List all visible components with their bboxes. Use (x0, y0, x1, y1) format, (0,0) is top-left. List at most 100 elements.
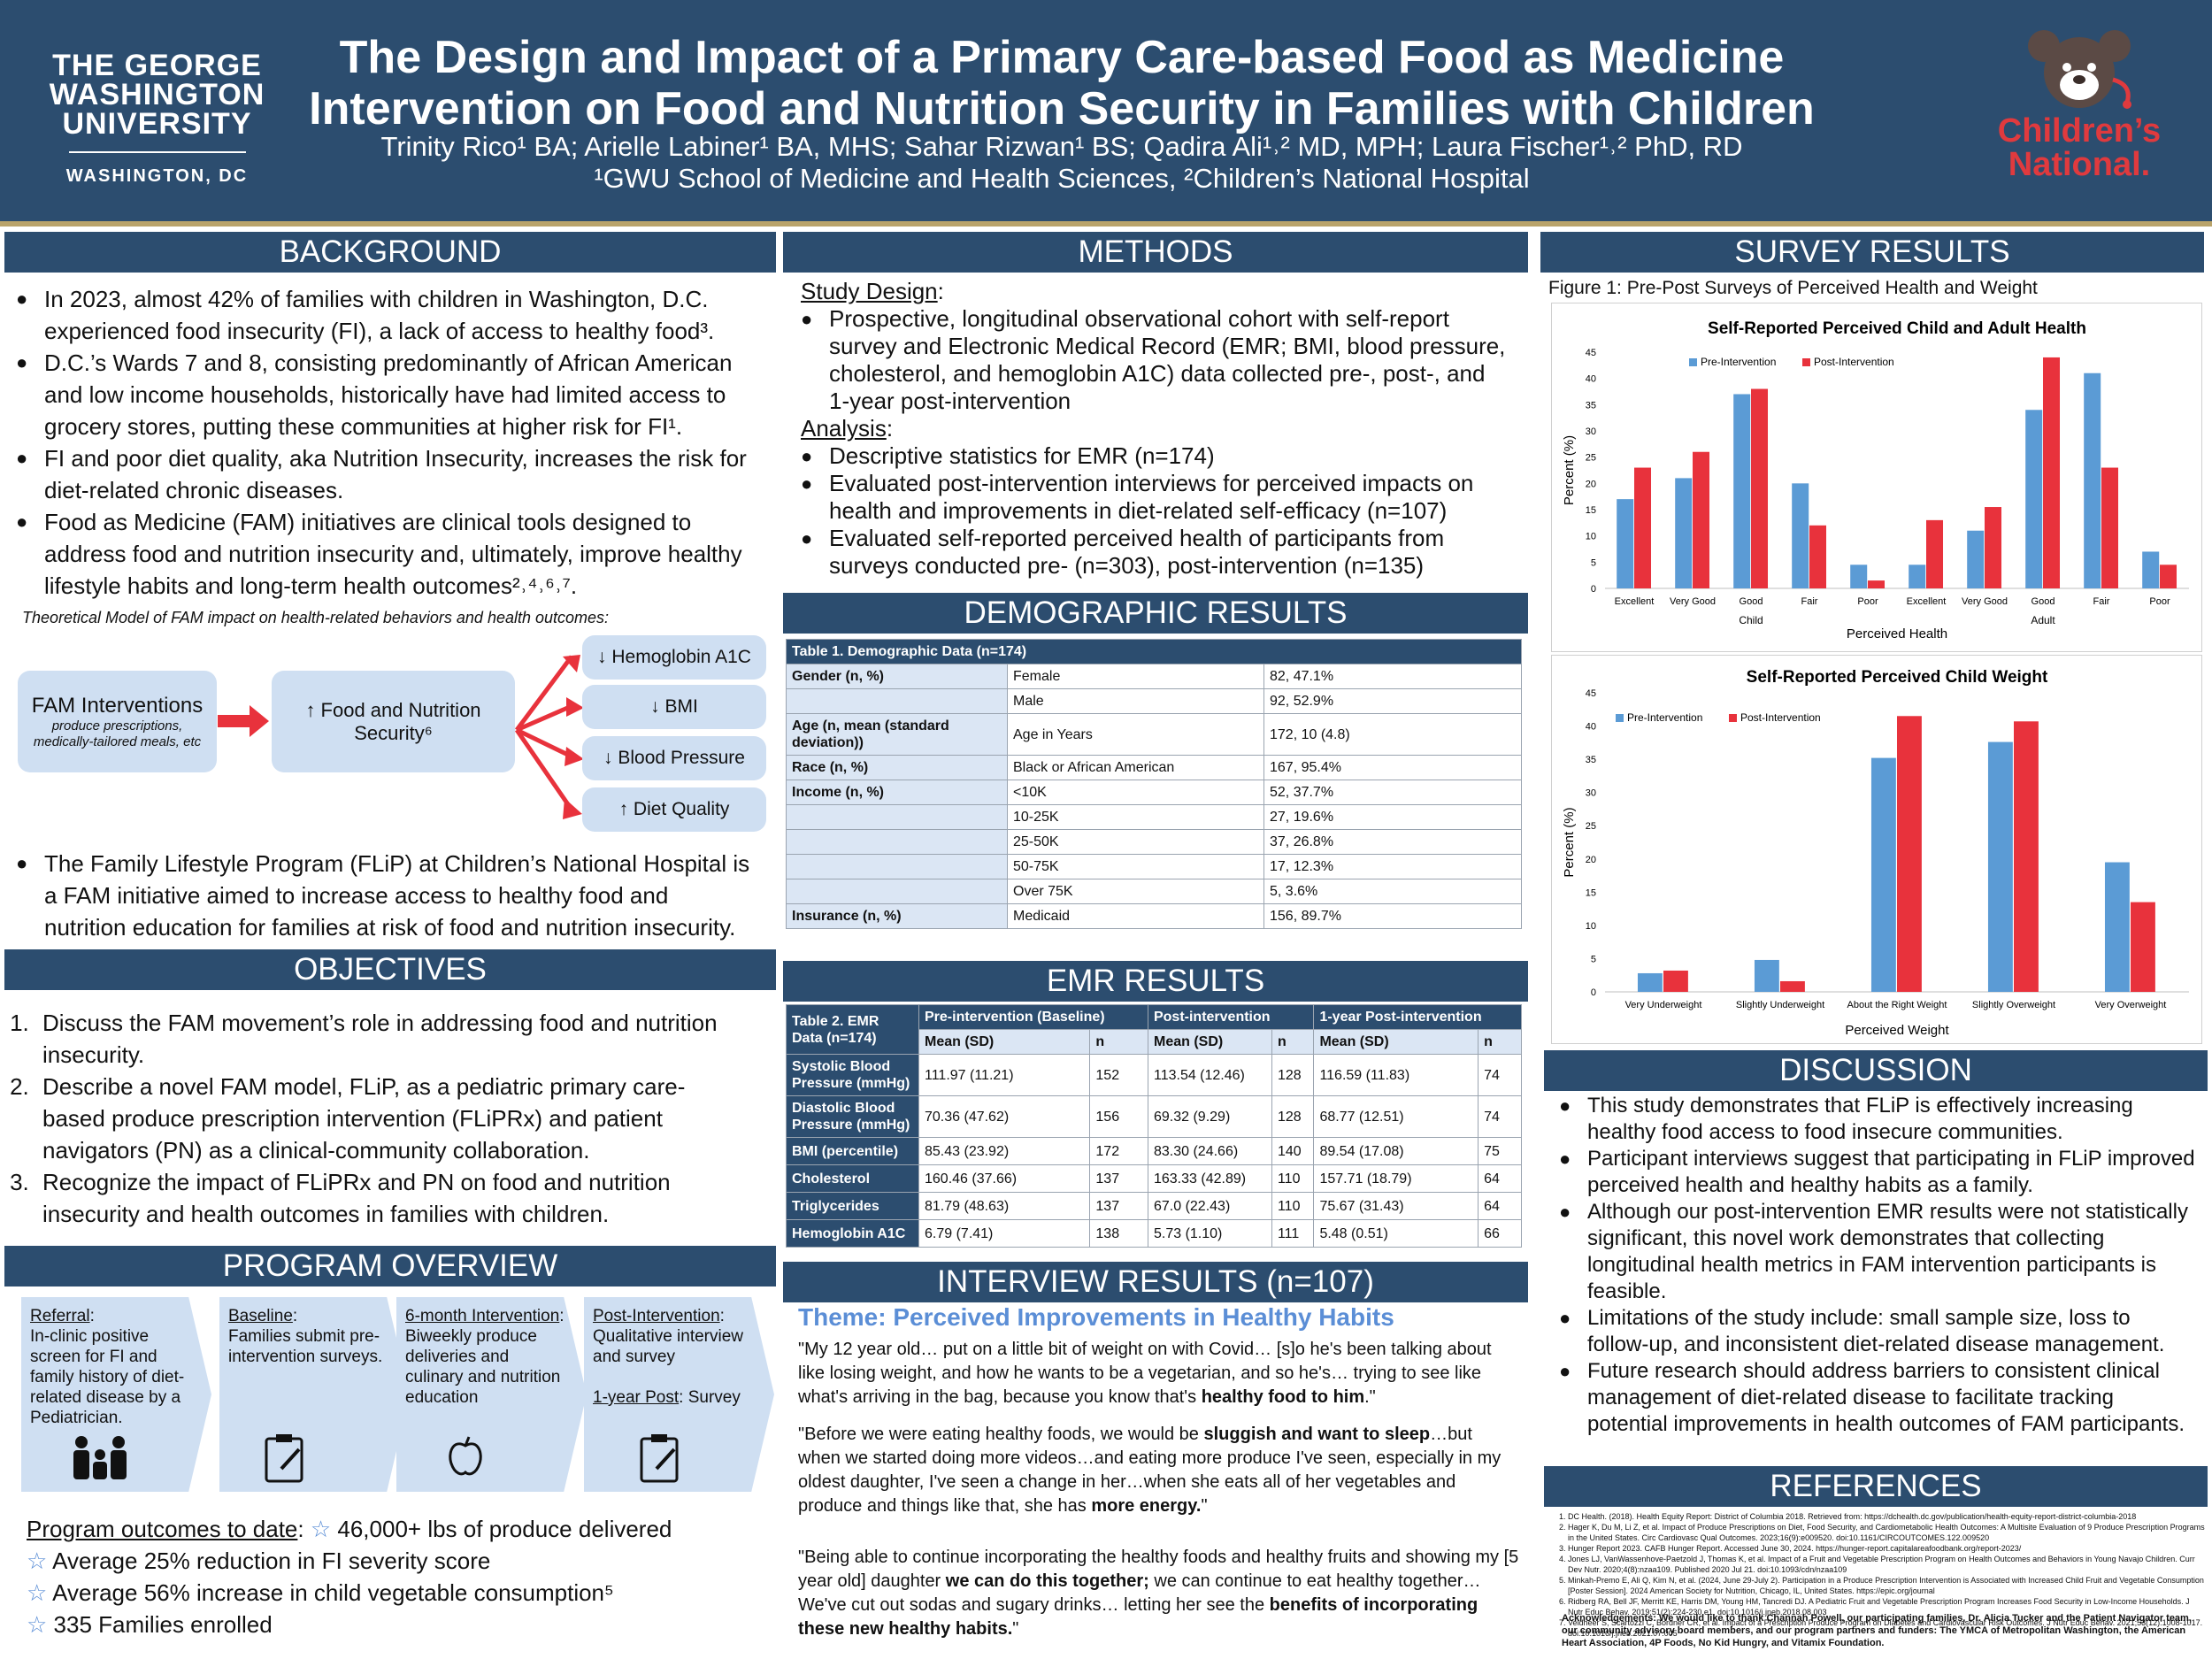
table-subheader: n (1089, 1029, 1148, 1055)
table-cell: Age in Years (1007, 713, 1264, 756)
table-cell: 10-25K (1007, 804, 1264, 830)
x-tick-label: Poor (2149, 596, 2170, 607)
y-tick-label: 5 (1591, 954, 1596, 964)
apple-icon (449, 1436, 482, 1476)
list-item: Discuss the FAM movement’s role in addre… (35, 1007, 726, 1071)
chart-bar (2142, 551, 2160, 588)
table-cell: 6.79 (7.41) (918, 1219, 1091, 1248)
table-cell: 167, 95.4% (1263, 755, 1522, 780)
clipboard-icon (640, 1434, 679, 1483)
y-tick-label: 5 (1591, 557, 1596, 568)
table-cell: Income (n, %) (786, 780, 1008, 805)
table-cell: 25-50K (1007, 829, 1264, 855)
table-row: Age (n, mean (standard deviation)) Age in… (786, 713, 1522, 756)
header-divider (0, 221, 2212, 227)
model-fam-box: FAM Interventions produce prescriptions,… (18, 671, 217, 772)
y-axis-label: Percent (%) (1562, 807, 1577, 877)
table-cell: 85.43 (23.92) (918, 1137, 1091, 1165)
model-security-box: ↑ Food and Nutrition Security⁶ (272, 671, 515, 772)
table-cell: 128 (1271, 1095, 1315, 1138)
list-item: Descriptive statistics for EMR (n=174) (801, 442, 1509, 470)
model-caption: Theoretical Model of FAM impact on healt… (22, 609, 610, 626)
list-item: Veldheer S, Scartozzi C, Bordner CR, et … (1568, 1617, 2205, 1639)
list-item: Ridberg RA, Bell JF, Merritt KE, Harris … (1568, 1596, 2205, 1617)
table-subheader: n (1478, 1029, 1522, 1055)
table-cell: 110 (1271, 1164, 1315, 1193)
chart-bar (1780, 980, 1805, 992)
table-cell: 163.33 (42.89) (1147, 1164, 1272, 1193)
legend-swatch (1616, 714, 1624, 722)
table-cell: 64 (1478, 1164, 1522, 1193)
star-icon: ☆ (27, 1611, 48, 1638)
references-heading: REFERENCES (1544, 1466, 2208, 1507)
legend-label: Pre-Intervention (1701, 356, 1776, 368)
chart-bar (1693, 451, 1710, 588)
star-icon: ☆ (310, 1516, 332, 1542)
y-tick-label: 10 (1586, 921, 1596, 932)
y-tick-label: 15 (1586, 505, 1596, 516)
table-cell: 152 (1089, 1054, 1148, 1096)
discussion-heading: DISCUSSION (1544, 1050, 2208, 1091)
chart-bar (1733, 394, 1751, 588)
chart-bar (1850, 565, 1868, 588)
table-cell (786, 804, 1008, 830)
chart-bar (1909, 565, 1926, 588)
interview-quote-1: "My 12 year old… put on a little bit of … (798, 1340, 1492, 1407)
table-cell: 83.30 (24.66) (1147, 1137, 1272, 1165)
author-list: Trinity Rico¹ BA; Arielle Labiner¹ BA, M… (265, 131, 1858, 195)
chart-bar (1967, 530, 1985, 588)
chart-bar (2084, 373, 2101, 588)
table-cell: 17, 12.3% (1263, 854, 1522, 879)
star-icon: ☆ (27, 1548, 48, 1574)
gwu-logo: THE GEORGE WASHINGTON UNIVERSITY WASHING… (49, 49, 265, 186)
references-list: DC Health. (2018). Health Equity Report:… (1550, 1511, 2205, 1639)
table-cell: 138 (1089, 1219, 1148, 1248)
chart-bar (1675, 478, 1693, 588)
x-group-label: Child (1739, 614, 1763, 626)
table-row-label: Systolic Blood Pressure (mmHg) (786, 1054, 919, 1096)
background-heading: BACKGROUND (4, 232, 776, 273)
table-cell: Male (1007, 688, 1264, 714)
survey-heading: SURVEY RESULTS (1540, 232, 2204, 273)
x-tick-label: Very Underweight (1625, 1000, 1702, 1010)
chart-bar (1987, 741, 2013, 992)
legend-swatch (1729, 714, 1737, 722)
model-outcome-a1c: ↓ Hemoglobin A1C (582, 635, 766, 680)
table-cell: 113.54 (12.46) (1147, 1054, 1272, 1096)
y-tick-label: 25 (1586, 453, 1596, 464)
table-cell: 5, 3.6% (1263, 879, 1522, 904)
childrens-national-logo: Children’s National. (1955, 27, 2203, 181)
background-bullets: In 2023, almost 42% of families with chi… (16, 283, 750, 602)
table-cell: Insurance (n, %) (786, 903, 1008, 929)
list-item: Future research should address barriers … (1559, 1358, 2196, 1438)
y-tick-label: 45 (1586, 348, 1596, 358)
model-outcome-diet: ↑ Diet Quality (582, 787, 766, 832)
x-axis-label: Perceived Weight (1845, 1023, 1949, 1038)
x-tick-label: Excellent (1907, 596, 1947, 607)
objectives-heading: OBJECTIVES (4, 949, 776, 990)
table-row: 10-25K 27, 19.6% (786, 804, 1522, 830)
legend-swatch (1802, 358, 1810, 366)
list-item: In 2023, almost 42% of families with chi… (16, 283, 750, 347)
star-icon: ☆ (27, 1579, 48, 1606)
chart-bar (2104, 862, 2130, 992)
table-header-row: Table 2. EMR Data (n=174) Pre-interventio… (786, 1004, 1522, 1055)
list-item: Minkah-Premo E, Ali Q, Kim N, et al. (20… (1568, 1575, 2205, 1596)
table-cell: <10K (1007, 780, 1264, 805)
x-tick-label: About the Right Weight (1847, 1000, 1947, 1010)
chart-bar (2025, 410, 2043, 588)
emr-table: Table 2. EMR Data (n=174) Pre-interventio… (786, 1004, 1522, 1248)
interview-heading: INTERVIEW RESULTS (n=107) (783, 1262, 1528, 1302)
table-cell: 160.46 (37.66) (918, 1164, 1091, 1193)
program-heading: PROGRAM OVERVIEW (4, 1246, 776, 1286)
table-subheader: Mean (SD) (1147, 1029, 1272, 1055)
chart-bar (1897, 716, 1922, 992)
x-tick-label: Very Good (1670, 596, 1716, 607)
list-item: Recognize the impact of FLiPRx and PN on… (35, 1166, 726, 1230)
chart-title: Self-Reported Perceived Child Weight (1747, 668, 2048, 687)
health-chart: Self-Reported Perceived Child and Adult … (1551, 303, 2202, 652)
table-cell: 66 (1478, 1219, 1522, 1248)
table-cell: Medicaid (1007, 903, 1264, 929)
chart-bar (1634, 467, 1652, 588)
y-tick-label: 40 (1586, 722, 1596, 733)
